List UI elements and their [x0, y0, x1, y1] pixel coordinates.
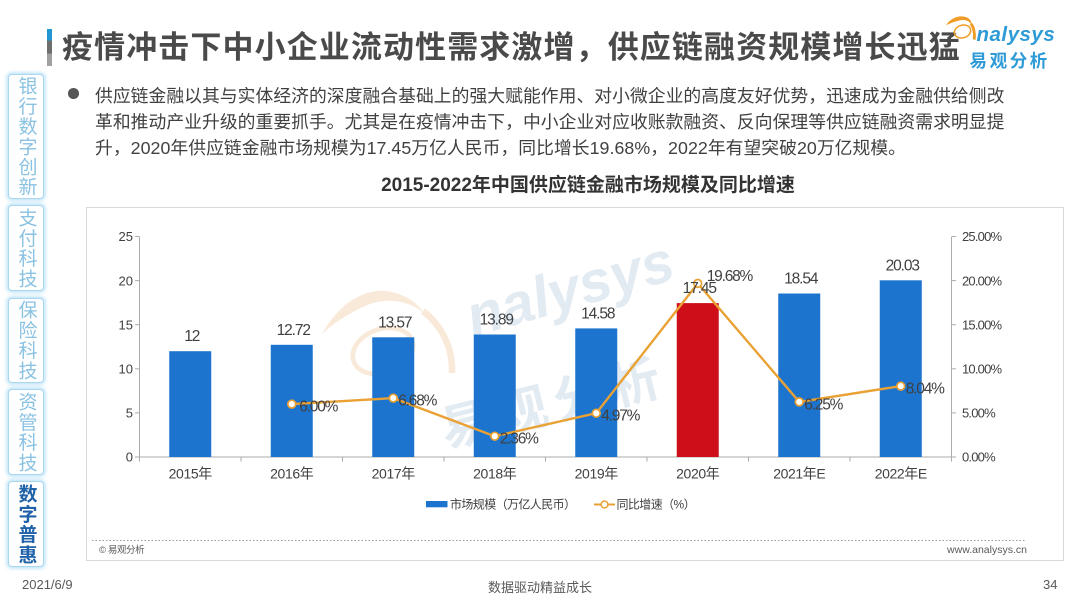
svg-text:nalysys: nalysys: [459, 228, 681, 349]
svg-text:20.00%: 20.00%: [962, 273, 1003, 288]
svg-text:25.00%: 25.00%: [962, 229, 1003, 244]
svg-text:13.89: 13.89: [480, 312, 514, 329]
svg-text:19.68%: 19.68%: [707, 268, 754, 285]
svg-text:© 易观分析: © 易观分析: [99, 544, 145, 556]
svg-text:2020年: 2020年: [676, 466, 720, 482]
svg-text:2019年: 2019年: [575, 466, 619, 482]
svg-text:市场规模（万亿人民币）: 市场规模（万亿人民币）: [450, 497, 575, 512]
svg-text:17.45: 17.45: [683, 280, 717, 297]
svg-text:20: 20: [119, 273, 133, 288]
svg-text:6.68%: 6.68%: [398, 393, 437, 410]
svg-text:14.58: 14.58: [581, 305, 615, 322]
svg-text:20.03: 20.03: [886, 257, 920, 274]
svg-text:2017年: 2017年: [372, 466, 416, 482]
svg-text:8.04%: 8.04%: [906, 381, 945, 398]
svg-text:6.25%: 6.25%: [804, 396, 843, 413]
svg-text:12.72: 12.72: [277, 322, 311, 339]
svg-text:2016年: 2016年: [270, 466, 314, 482]
svg-text:15: 15: [119, 317, 133, 332]
svg-text:www.analysys.cn: www.analysys.cn: [946, 544, 1027, 556]
svg-text:2021年E: 2021年E: [773, 466, 825, 482]
svg-text:2.36%: 2.36%: [500, 431, 539, 448]
svg-text:10: 10: [119, 362, 133, 377]
svg-text:同比增速（%）: 同比增速（%）: [617, 498, 695, 512]
svg-text:0.00%: 0.00%: [962, 450, 996, 465]
svg-text:15.00%: 15.00%: [962, 317, 1003, 332]
svg-text:13.57: 13.57: [378, 314, 412, 331]
svg-text:10.00%: 10.00%: [962, 362, 1003, 377]
svg-text:0: 0: [126, 450, 133, 465]
svg-text:6.00%: 6.00%: [299, 399, 338, 416]
svg-text:5.00%: 5.00%: [962, 406, 996, 421]
svg-text:易观分析: 易观分析: [435, 348, 674, 458]
svg-text:2018年: 2018年: [473, 466, 517, 482]
svg-text:5: 5: [126, 406, 133, 421]
svg-text:2015年: 2015年: [169, 466, 213, 482]
svg-text:18.54: 18.54: [784, 271, 819, 288]
svg-text:12: 12: [184, 328, 200, 345]
svg-text:25: 25: [119, 229, 133, 244]
svg-text:4.97%: 4.97%: [601, 408, 640, 425]
svg-text:2022年E: 2022年E: [875, 466, 927, 482]
